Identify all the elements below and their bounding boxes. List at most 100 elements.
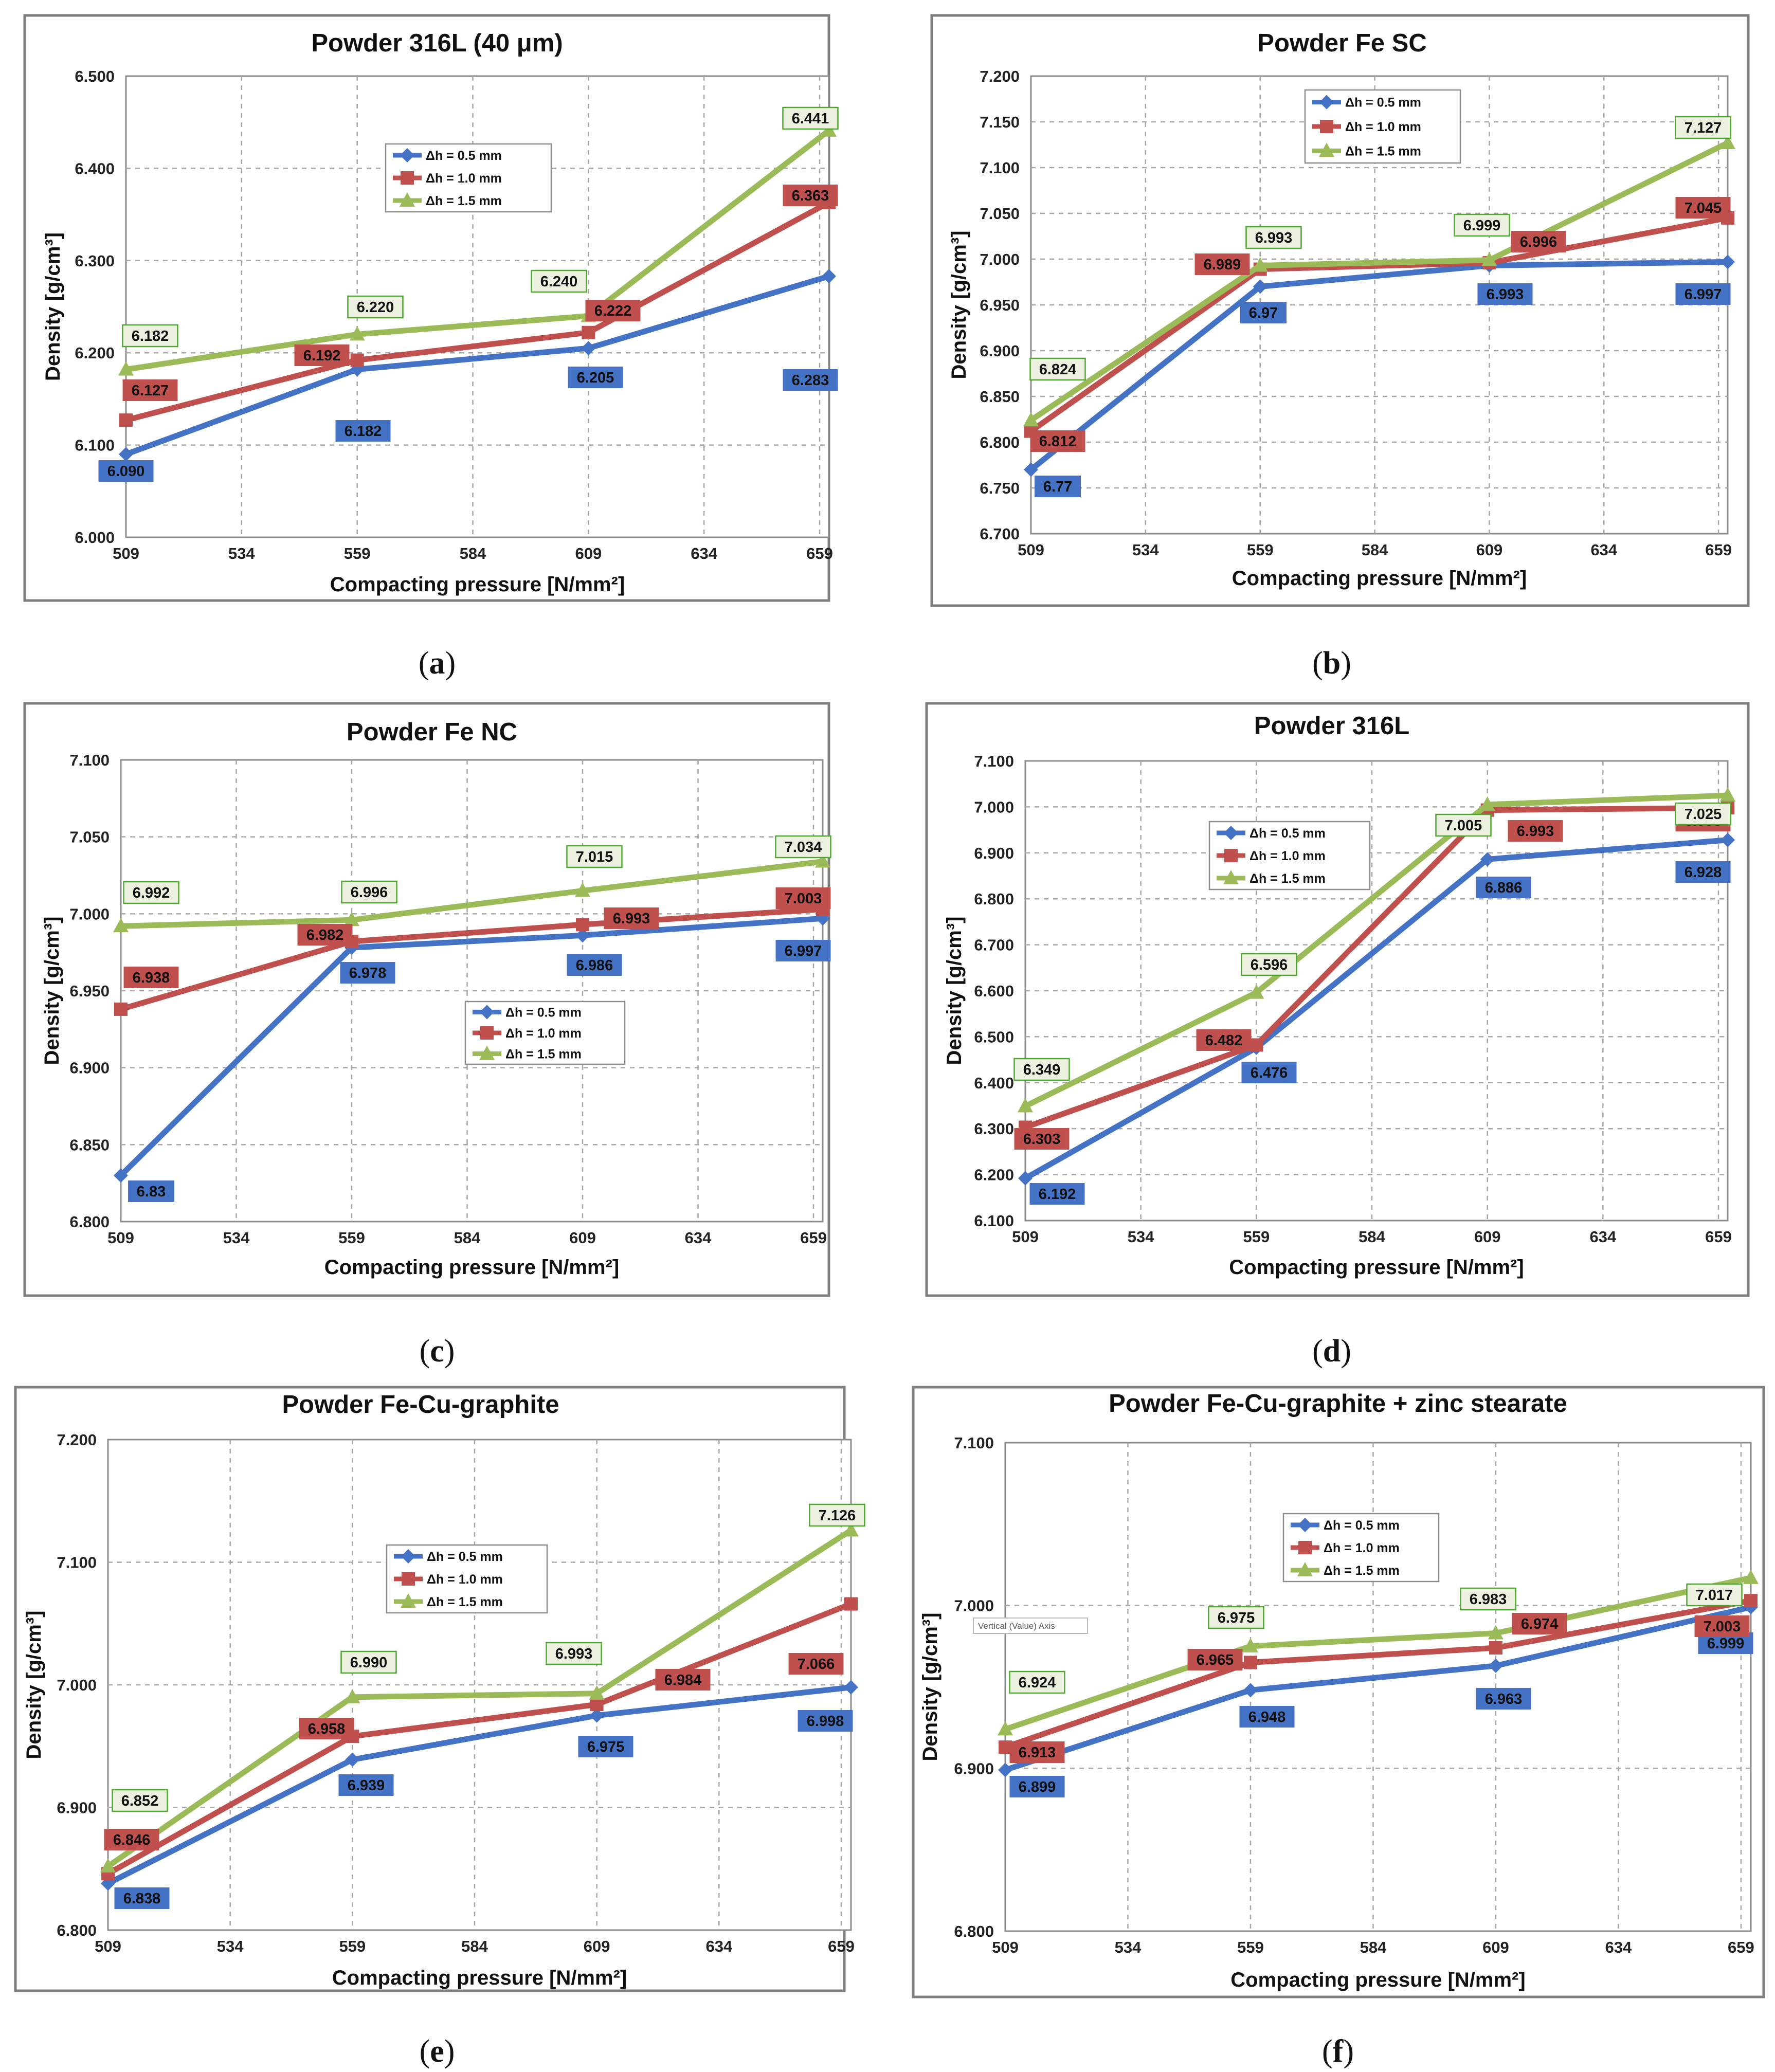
data-point-s15 [843,1522,859,1537]
data-label-box [1196,1029,1252,1051]
panel-caption-letter: d [1323,1334,1341,1369]
data-point-s05 [1720,255,1735,269]
x-tick-label: 634 [685,1229,712,1247]
y-tick-label: 6.500 [974,1028,1014,1046]
data-label-s10: 6.996 [1520,234,1557,250]
data-label-box [775,835,831,859]
data-label-s10: 7.066 [798,1656,835,1673]
data-label-box [1194,253,1250,275]
x-tick-label: 609 [1476,541,1503,559]
x-axis-title: Compacting pressure [N/mm²] [332,1967,627,1989]
x-tick-label: 559 [339,1937,366,1955]
data-point-s15 [345,1688,360,1703]
data-point-s15 [998,1721,1013,1736]
chart-legend: Δh = 0.5 mm Δh = 1.0 mm Δh = 1.5 mm [386,1544,548,1614]
data-label-box [1009,1741,1065,1763]
data-label-box [1208,1606,1264,1629]
legend-marker-s15 [401,1593,416,1608]
data-label-s05: 6.899 [1019,1779,1056,1795]
chart-panel-e: 509 534 559 584 609 634 659 6.800 6.900 7.000 7.10… [14,1386,865,2069]
data-label-box [775,940,831,961]
y-tick-label: 7.000 [974,798,1014,816]
x-tick-label: 659 [828,1937,855,1955]
data-label-s05: 6.993 [1487,286,1524,303]
legend-label-s05: Δh = 0.5 mm [1345,96,1421,110]
data-label-s15: 6.824 [1039,361,1077,378]
data-label-box [1029,357,1086,381]
legend-label-s10: Δh = 1.0 mm [505,1026,582,1041]
legend-marker-s15 [400,192,415,207]
data-label-box [566,845,623,868]
y-tick-label: 6.300 [75,252,115,270]
data-label-box [299,1718,354,1739]
x-tick-label: 509 [1012,1228,1039,1246]
data-label-s05: 6.975 [587,1739,625,1755]
y-tick-label: 6.850 [980,388,1020,406]
data-label-s10: 6.127 [132,383,169,399]
chart-panel-f: 509 534 559 584 609 634 659 6.800 6.900 7.000 7.10… [912,1386,1765,2069]
y-tick-label: 6.900 [69,1059,110,1077]
data-label-s10: 6.192 [303,348,341,364]
data-label-s10: 6.958 [308,1721,346,1737]
legend-marker-s15 [1319,142,1334,157]
y-tick-label: 6.700 [974,936,1014,954]
data-label-s15: 6.220 [357,299,394,316]
data-label-box [338,1774,394,1796]
data-point-s15 [1479,796,1495,811]
x-tick-label: 584 [1360,1938,1387,1956]
data-label-box [122,324,178,348]
data-point-s05 [1480,852,1495,867]
series-line-s10 [1022,805,1731,1131]
y-tick-label: 6.300 [974,1120,1014,1138]
data-label-s10: 6.965 [1197,1652,1234,1668]
data-label-box [585,300,641,321]
x-tick-label: 609 [1474,1228,1501,1246]
data-label-s10: 6.222 [594,303,632,319]
chart-legend: Δh = 0.5 mm Δh = 1.0 mm Δh = 1.5 mm [1304,89,1461,164]
legend-label-s05: Δh = 0.5 mm [426,149,502,163]
data-label-box [604,907,659,929]
series-line-s10 [1028,215,1731,434]
legend-marker-s05 [400,148,414,162]
data-label-s10: 6.846 [113,1832,151,1848]
data-label-s15: 6.993 [555,1646,593,1662]
legend-marker-s05 [480,1005,494,1020]
y-tick-label: 6.800 [57,1921,97,1939]
y-tick-label: 6.950 [980,296,1020,314]
y-tick-label: 7.050 [980,205,1020,223]
legend-label-s05: Δh = 0.5 mm [1249,826,1326,841]
data-label-box [1435,813,1492,837]
data-label-s15: 6.996 [351,884,388,901]
legend-label-s15: Δh = 1.5 mm [427,1595,503,1609]
legend-marker-s10 [1320,120,1333,133]
x-tick-label: 509 [992,1938,1019,1956]
data-label-s15: 7.005 [1445,817,1482,834]
data-point-s05 [1488,1658,1503,1673]
chart-legend: Δh = 0.5 mm Δh = 1.0 mm Δh = 1.5 mm [385,143,552,213]
y-tick-label: 6.100 [75,437,115,455]
series-line-s15 [118,859,826,929]
panel-caption-letter: c [430,1334,444,1369]
data-label-box [1512,1613,1567,1634]
data-label-s05: 6.182 [345,423,382,440]
data-point-s05 [575,928,590,943]
data-label-s15: 6.182 [132,328,169,344]
data-point-s05 [119,447,133,462]
chart-title: Powder Fe-Cu-graphite [282,1391,559,1419]
legend-marker-s15 [1297,1562,1313,1576]
panel-caption: (d) [1312,1334,1351,1369]
series-line-s15 [1022,792,1731,1109]
legend-label-s05: Δh = 0.5 mm [1324,1518,1400,1533]
chart-panel-a: 509 534 559 584 609 634 659 6.000 6.100 6.200 6.30… [23,14,839,681]
data-label-s05: 6.963 [1485,1691,1523,1707]
y-tick-label: 6.400 [974,1074,1014,1092]
data-label-s10: 6.363 [792,188,829,204]
series-line-s10 [1002,1597,1754,1750]
data-label-s10: 6.303 [1023,1131,1061,1148]
chart-panel-d: 509 534 559 584 609 634 659 6.100 6.200 6.300 6.40… [925,702,1750,1369]
x-axis-title: Compacting pressure [N/mm²] [324,1256,619,1279]
data-label-box [112,1789,168,1812]
data-label-box [1187,1649,1243,1670]
y-axis-title: Density [g/cm³] [23,1611,45,1759]
data-label-box [128,1180,174,1202]
